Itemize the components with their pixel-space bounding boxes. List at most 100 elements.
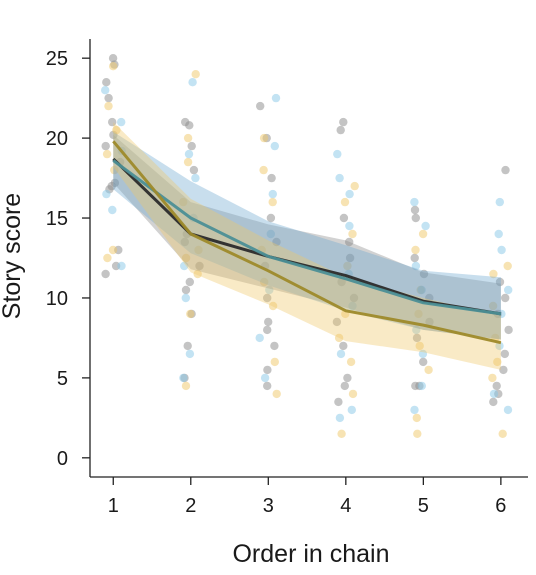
data-point-15-3 <box>411 261 421 271</box>
data-point-4-6 <box>180 237 189 247</box>
band-series-2 <box>113 131 501 340</box>
data-point-18-6 <box>495 341 504 351</box>
data-point-13-4 <box>419 269 429 279</box>
data-point-4-3 <box>187 141 196 151</box>
data-point-7-8 <box>264 317 273 327</box>
data-point-7-10 <box>270 341 279 351</box>
data-point-7-12 <box>263 381 272 391</box>
y-axis-title: Story score <box>0 193 26 319</box>
data-point-5-7 <box>193 269 202 279</box>
data-point-8-6 <box>268 301 278 311</box>
axes: 1 2 3 4 5 6 0 5 10 15 20 25 <box>46 39 528 517</box>
data-point-4-4 <box>189 165 199 175</box>
data-point-10-5 <box>345 253 355 263</box>
data-point-17-7 <box>498 429 507 438</box>
data-point-6-5 <box>180 261 189 271</box>
data-point-12-3 <box>345 189 354 199</box>
data-point-14-2 <box>411 245 420 255</box>
data-point-8-1 <box>259 133 269 143</box>
x-tick-label-2: 2 <box>185 495 196 517</box>
y-tick-label-10: 10 <box>46 288 68 310</box>
data-point-7-4 <box>266 213 276 223</box>
data-point-12-9 <box>335 413 345 423</box>
data-point-12-6 <box>348 301 357 311</box>
data-point-7-3 <box>267 173 276 183</box>
data-point-18-7 <box>489 389 499 399</box>
data-point-12-1 <box>333 149 342 159</box>
confidence-bands <box>113 122 501 370</box>
data-point-4-9 <box>181 285 191 295</box>
x-tick-label-1: 1 <box>108 495 119 517</box>
data-point-15-4 <box>417 285 426 295</box>
data-point-2-4 <box>102 149 112 159</box>
data-point-12-8 <box>347 405 356 415</box>
data-point-1-7 <box>101 141 110 151</box>
data-point-16-8 <box>492 381 501 391</box>
data-point-14-6 <box>424 365 433 375</box>
data-point-5-9 <box>181 381 191 391</box>
data-point-3-1 <box>101 86 110 95</box>
data-point-5-4 <box>179 197 188 207</box>
data-point-15-5 <box>412 325 421 335</box>
data-point-15-1 <box>410 197 419 207</box>
line-series-3 <box>112 140 502 345</box>
data-point-17-5 <box>493 357 502 367</box>
data-point-18-5 <box>497 309 506 319</box>
data-point-18-4 <box>504 285 513 295</box>
data-point-11-4 <box>343 261 352 271</box>
data-point-16-3 <box>501 293 510 303</box>
data-point-12-4 <box>345 221 354 231</box>
data-point-17-1 <box>503 261 512 271</box>
data-point-1-5 <box>108 117 117 127</box>
line-series-2 <box>112 159 502 316</box>
data-point-18-1 <box>495 197 504 207</box>
data-point-5-5 <box>194 245 203 255</box>
data-point-6-7 <box>185 349 195 359</box>
band-series-3 <box>113 122 501 370</box>
data-point-11-7 <box>346 357 356 367</box>
data-point-7-9 <box>263 325 272 335</box>
data-point-11-3 <box>348 229 357 239</box>
data-point-16-5 <box>504 325 513 335</box>
y-tick-label-0: 0 <box>57 448 68 470</box>
data-point-3-5 <box>108 205 117 215</box>
data-point-10-2 <box>336 125 345 135</box>
data-point-5-1 <box>191 70 200 79</box>
data-point-15-6 <box>418 349 428 359</box>
data-point-14-1 <box>418 229 428 239</box>
data-point-18-3 <box>497 245 506 255</box>
data-point-15-8 <box>410 405 419 415</box>
data-point-3-2 <box>117 117 126 127</box>
data-point-5-3 <box>183 157 193 167</box>
data-point-5-6 <box>181 253 191 263</box>
data-point-9-4 <box>266 229 275 239</box>
data-point-9-5 <box>265 285 274 295</box>
data-point-8-7 <box>270 357 279 367</box>
data-point-11-8 <box>348 389 358 399</box>
data-point-10-9 <box>339 341 348 351</box>
y-tick-label-15: 15 <box>46 208 68 230</box>
data-point-12-2 <box>335 173 344 183</box>
data-point-17-2 <box>489 269 498 279</box>
x-axis-title: Order in chain <box>232 540 389 568</box>
data-point-6-8 <box>179 373 188 383</box>
data-point-4-2 <box>185 121 194 130</box>
data-point-1-1 <box>108 54 118 63</box>
data-point-13-6 <box>425 317 434 327</box>
data-point-2-3 <box>112 125 121 135</box>
data-point-14-8 <box>413 429 422 438</box>
data-point-5-8 <box>186 309 195 319</box>
data-point-13-5 <box>425 293 434 303</box>
data-point-16-10 <box>489 397 498 407</box>
data-point-4-8 <box>185 277 194 287</box>
y-tick-label-20: 20 <box>46 128 68 150</box>
data-point-16-1 <box>501 165 510 175</box>
data-point-2-1 <box>109 61 118 71</box>
data-point-12-7 <box>336 349 346 359</box>
data-point-10-10 <box>343 373 352 383</box>
data-point-13-8 <box>419 357 428 367</box>
data-point-7-7 <box>263 293 272 303</box>
data-point-11-1 <box>350 181 359 191</box>
data-point-14-4 <box>414 309 423 319</box>
y-tick-label-25: 25 <box>46 48 68 70</box>
